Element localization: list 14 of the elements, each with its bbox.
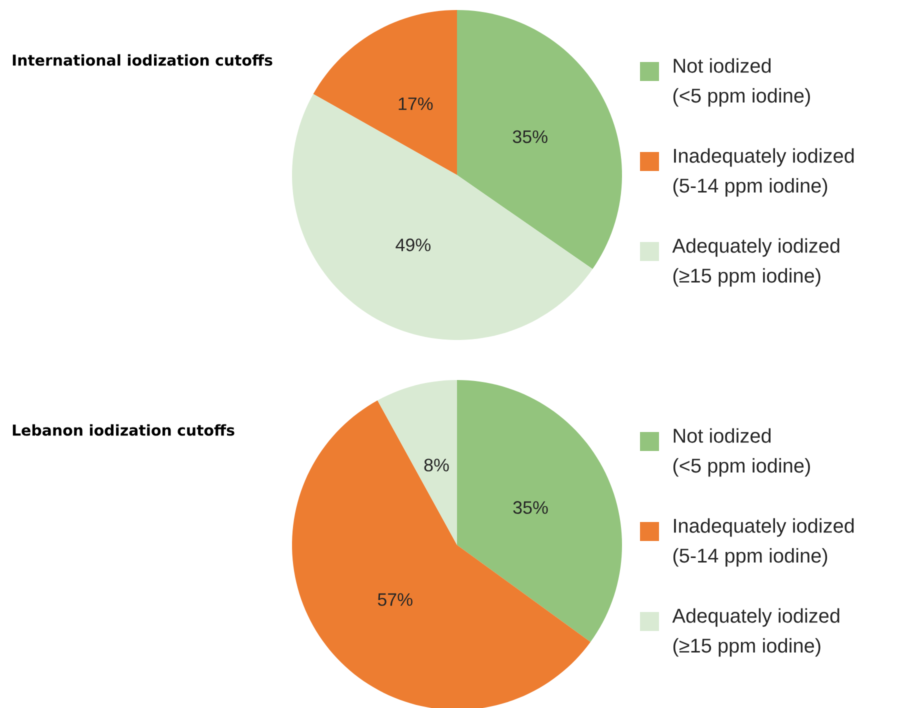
text: International iodization cutoffs <box>12 54 272 66</box>
legend-label: Inadequately iodized (5-14 ppm iodine) <box>673 518 854 567</box>
legend-label: Not iodized (<5 ppm iodine) <box>673 428 810 477</box>
data-label: 35% <box>512 130 548 144</box>
legend-label: Inadequately iodized (5-14 ppm iodine) <box>673 148 854 197</box>
data-label: 49% <box>396 238 431 252</box>
legend-label: Adequately iodized (≥15 ppm iodine) <box>672 608 840 657</box>
legend-label: Not iodized (<5 ppm iodine) <box>673 58 810 107</box>
data-label: 17% <box>398 97 433 110</box>
data-label: 57% <box>378 593 412 606</box>
data-label: 35% <box>513 501 548 514</box>
legend-label: Adequately iodized (≥15 ppm iodine) <box>672 238 840 287</box>
text: Lebanon iodization cutoffs <box>12 424 234 436</box>
data-label: 8% <box>424 458 449 472</box>
